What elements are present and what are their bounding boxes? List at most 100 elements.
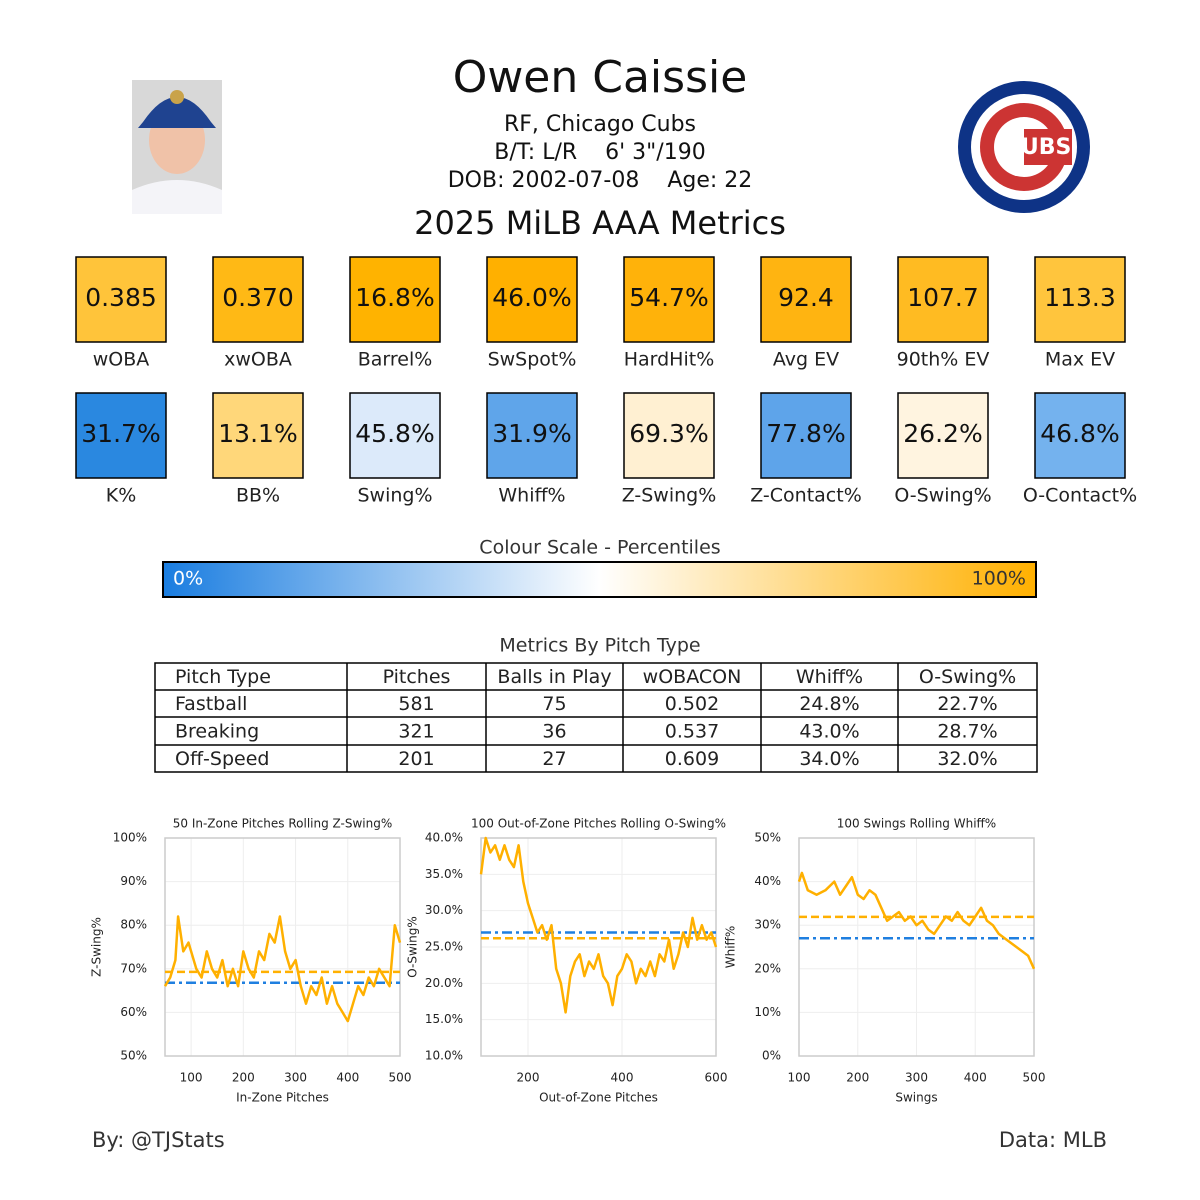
metric-label: Max EV — [1045, 349, 1115, 371]
table-header: Balls in Play — [497, 666, 611, 688]
metric-label: O-Contact% — [1023, 485, 1137, 507]
y-tick-label: 40% — [754, 874, 781, 888]
table-cell: 0.502 — [665, 693, 719, 715]
metric-label: Barrel% — [358, 349, 433, 371]
y-tick-label: 0% — [762, 1049, 781, 1063]
x-tick-label: 300 — [284, 1071, 307, 1085]
metric-value: 13.1% — [218, 419, 297, 448]
table-cell: Fastball — [175, 693, 247, 715]
y-tick-label: 30% — [754, 918, 781, 932]
x-tick-label: 200 — [517, 1071, 540, 1085]
metric-tile — [897, 256, 989, 343]
table-cell: 24.8% — [799, 693, 859, 715]
metric-tile — [760, 392, 852, 479]
y-tick-label: 60% — [120, 1005, 147, 1019]
plot-frame — [164, 837, 401, 1057]
metric-tile — [760, 256, 852, 343]
metric-label: xwOBA — [224, 349, 292, 371]
metric-tile — [75, 392, 167, 479]
metric-label: Avg EV — [773, 349, 839, 371]
metric-value: 77.8% — [766, 419, 845, 448]
table-title: Metrics By Pitch Type — [499, 635, 700, 657]
metric-tile — [623, 392, 715, 479]
metric-value: 26.2% — [903, 419, 982, 448]
metric-value: 107.7 — [907, 283, 979, 312]
y-axis-label: O-Swing% — [406, 916, 420, 978]
metric-tile — [75, 256, 167, 343]
metric-tile — [897, 392, 989, 479]
metric-tile — [486, 392, 578, 479]
table-cell: 43.0% — [799, 721, 859, 743]
x-axis-label: Swings — [895, 1091, 937, 1105]
y-tick-label: 50% — [754, 831, 781, 845]
x-tick-label: 100 — [180, 1071, 203, 1085]
table-cell: 0.537 — [665, 721, 719, 743]
metric-value: 92.4 — [778, 283, 834, 312]
y-tick-label: 25.0% — [425, 940, 463, 954]
metric-label: O-Swing% — [894, 485, 991, 507]
dob: DOB: 2002-07-08 Age: 22 — [448, 168, 753, 193]
table-cell: 0.609 — [665, 748, 719, 770]
x-tick-label: 300 — [905, 1071, 928, 1085]
metric-label: BB% — [236, 485, 280, 507]
x-tick-label: 500 — [389, 1071, 412, 1085]
y-tick-label: 40.0% — [425, 831, 463, 845]
y-tick-label: 15.0% — [425, 1012, 463, 1026]
rolling-line — [479, 836, 718, 1014]
position: RF, Chicago Cubs — [504, 112, 696, 137]
player-photo — [132, 80, 222, 214]
metric-tile — [623, 256, 715, 343]
table-cell: 581 — [398, 693, 434, 715]
y-tick-label: 10% — [754, 1005, 781, 1019]
metric-value: 0.385 — [85, 283, 157, 312]
metric-value: 46.8% — [1040, 419, 1119, 448]
metric-value: 54.7% — [629, 283, 708, 312]
y-tick-label: 100% — [113, 831, 147, 845]
y-tick-label: 20.0% — [425, 976, 463, 990]
table-cell: 22.7% — [937, 693, 997, 715]
table-header: Pitches — [383, 666, 451, 688]
metric-value: 45.8% — [355, 419, 434, 448]
metric-tile — [349, 256, 441, 343]
metric-tile — [349, 392, 441, 479]
y-tick-label: 90% — [120, 874, 147, 888]
metric-label: Z-Contact% — [750, 485, 862, 507]
rolling-line — [163, 915, 402, 1023]
scale-title: Colour Scale - Percentiles — [479, 537, 720, 559]
metric-label: 90th% EV — [897, 349, 990, 371]
colour-scale — [162, 561, 1037, 598]
subtitle: 2025 MiLB AAA Metrics — [414, 204, 786, 242]
table-header: Whiff% — [796, 666, 863, 688]
scale-max: 100% — [972, 568, 1026, 590]
table-header: Pitch Type — [175, 666, 271, 688]
table-cell: 36 — [542, 721, 566, 743]
x-tick-label: 100 — [788, 1071, 811, 1085]
x-tick-label: 500 — [1023, 1071, 1046, 1085]
table-cell: 34.0% — [799, 748, 859, 770]
x-tick-label: 400 — [611, 1071, 634, 1085]
y-axis-label: Whiff% — [724, 926, 738, 968]
x-axis-label: Out-of-Zone Pitches — [539, 1091, 658, 1105]
rolling-line — [797, 871, 1036, 970]
y-tick-label: 50% — [120, 1049, 147, 1063]
table-cell: 321 — [398, 721, 434, 743]
table-header: wOBACON — [643, 666, 742, 688]
y-tick-label: 35.0% — [425, 867, 463, 881]
x-tick-label: 600 — [705, 1071, 728, 1085]
metric-value: 31.9% — [492, 419, 571, 448]
scale-min: 0% — [173, 568, 203, 590]
x-tick-label: 200 — [846, 1071, 869, 1085]
chart-title: 50 In-Zone Pitches Rolling Z-Swing% — [173, 817, 393, 831]
metric-tile — [1034, 392, 1126, 479]
metric-value: 46.0% — [492, 283, 571, 312]
metric-label: SwSpot% — [488, 349, 577, 371]
y-tick-label: 20% — [754, 961, 781, 975]
metric-value: 69.3% — [629, 419, 708, 448]
metric-value: 0.370 — [222, 283, 294, 312]
metric-label: wOBA — [93, 349, 150, 371]
chart-title: 100 Swings Rolling Whiff% — [837, 817, 996, 831]
table-header: O-Swing% — [919, 666, 1016, 688]
x-axis-label: In-Zone Pitches — [236, 1091, 329, 1105]
metric-tile — [212, 256, 304, 343]
